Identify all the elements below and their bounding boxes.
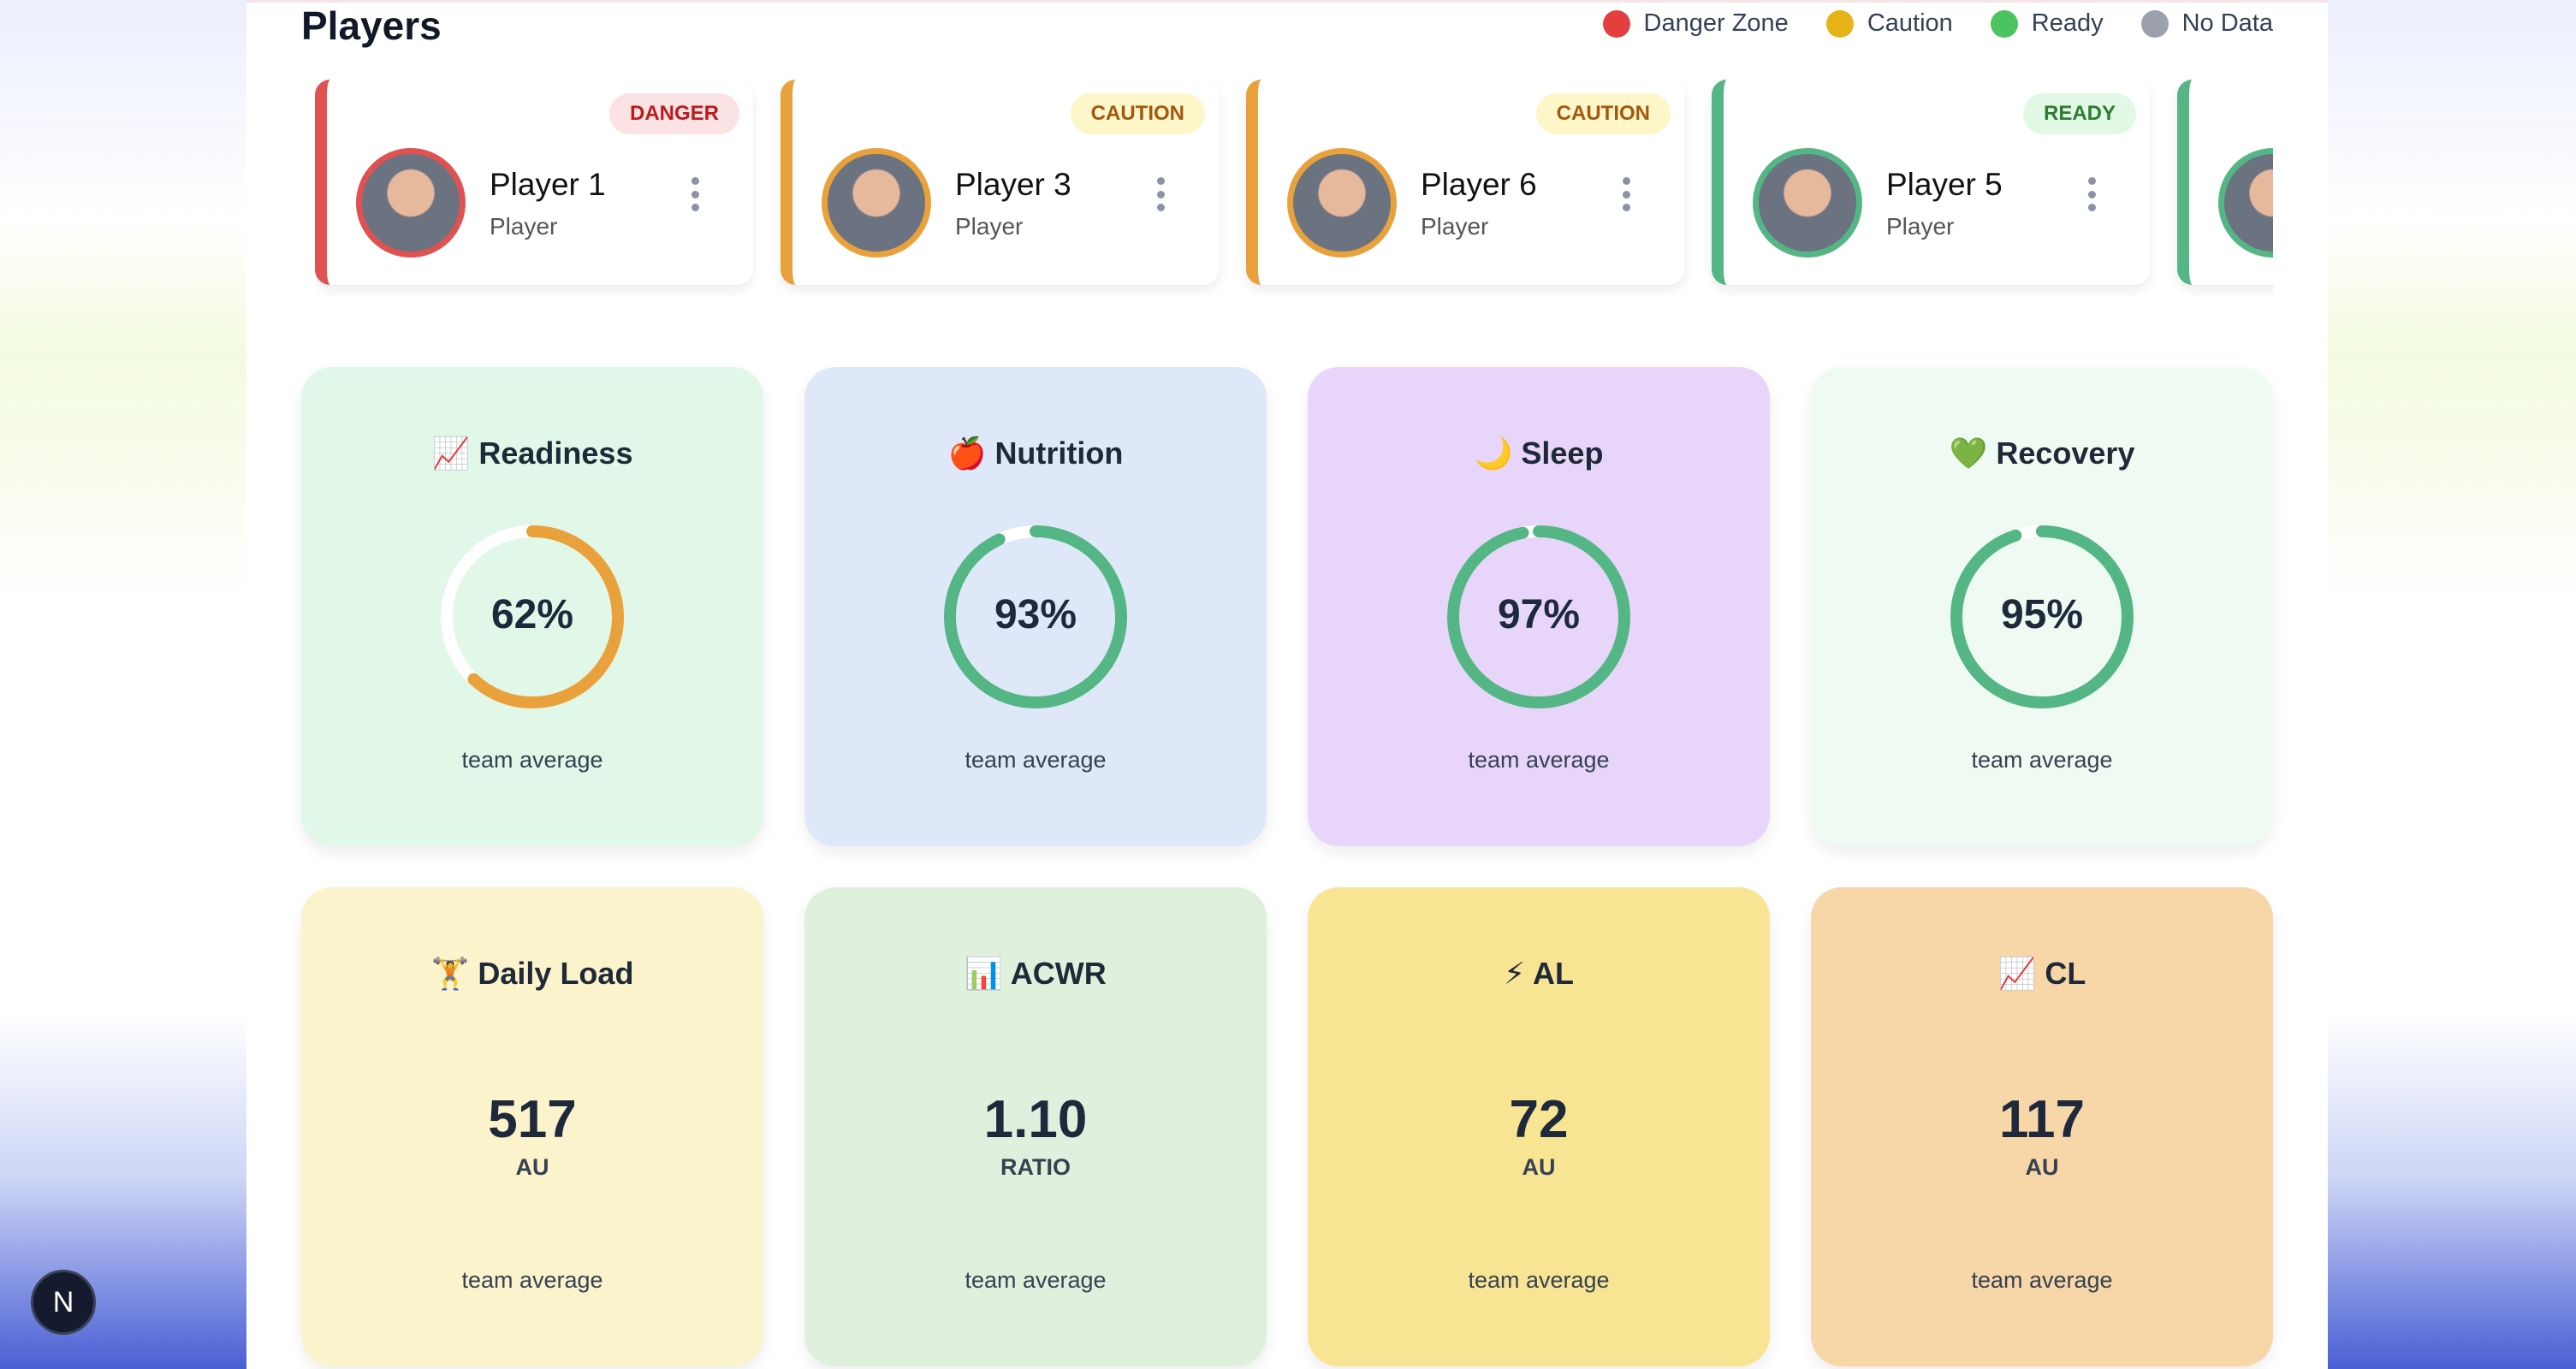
legend-item: Danger Zone	[1602, 9, 1789, 38]
legend-item: Ready	[1990, 9, 2104, 38]
status-badge: DANGER	[608, 93, 739, 134]
legend-item: Caution	[1825, 9, 1953, 38]
load-subtitle: team average	[461, 1267, 603, 1293]
load-title: AL	[1532, 956, 1574, 991]
player-name: Player 6	[1421, 167, 1537, 202]
metric-icon: 🍎	[947, 436, 987, 471]
load-unit: AU	[1522, 1154, 1556, 1180]
metric-card-sleep[interactable]: 🌙 Sleep 97% team average	[1308, 367, 1770, 846]
legend-dot-icon	[1825, 9, 1854, 38]
load-icon: ⚡	[1504, 956, 1526, 991]
player-card[interactable]: READY Player 5 Player	[1712, 80, 2150, 285]
progress-ring	[1950, 525, 2134, 708]
legend-dot-icon	[1990, 9, 2018, 38]
legend-label: No Data	[2181, 9, 2273, 37]
player-card[interactable]	[2177, 80, 2273, 285]
player-name: Player 5	[1886, 167, 2003, 202]
player-avatar	[356, 148, 466, 258]
metric-title: Nutrition	[994, 436, 1124, 471]
player-role: Player	[1421, 213, 1489, 240]
player-avatar	[1287, 148, 1397, 258]
player-role: Player	[1886, 213, 1955, 240]
metric-icon: 💚	[1949, 436, 1988, 471]
player-name: Player 3	[955, 167, 1071, 202]
ring-progress	[1447, 525, 1630, 708]
page-title: Players	[301, 3, 442, 48]
load-unit: AU	[515, 1154, 549, 1180]
player-role: Player	[490, 213, 558, 240]
load-icon: 📊	[965, 956, 1004, 991]
load-subtitle: team average	[1971, 1267, 2113, 1293]
progress-ring	[1447, 525, 1630, 708]
load-icon: 📈	[1997, 956, 2037, 991]
player-role: Player	[955, 213, 1024, 240]
load-value: 1.10	[983, 1090, 1088, 1149]
metric-title: Recovery	[1996, 436, 2135, 471]
legend-label: Ready	[2031, 9, 2104, 37]
status-badge: CAUTION	[1535, 93, 1671, 134]
metric-title: Sleep	[1521, 436, 1604, 471]
legend-dot-icon	[2140, 9, 2169, 38]
metric-subtitle: team average	[1468, 747, 1610, 773]
progress-ring	[944, 525, 1127, 708]
ring-progress	[441, 525, 624, 708]
load-card-al[interactable]: ⚡ AL 72 AU team average	[1308, 887, 1770, 1366]
player-card[interactable]: CAUTION Player 6 Player	[1246, 80, 1684, 285]
load-title: ACWR	[1010, 956, 1107, 991]
load-value: 72	[1509, 1090, 1569, 1149]
load-unit: RATIO	[1000, 1154, 1071, 1180]
status-legend: Danger Zone Caution Ready No Data	[1602, 9, 2273, 38]
players-panel: Players Danger Zone Caution Ready No Data D…	[246, 0, 2328, 1369]
metric-title: Readiness	[478, 436, 633, 471]
load-unit: AU	[2025, 1154, 2059, 1180]
metric-value: 97%	[1497, 592, 1581, 637]
more-options-icon[interactable]	[1152, 177, 1169, 211]
player-avatar	[1753, 148, 1862, 258]
metric-value: 62%	[490, 592, 574, 637]
legend-item: No Data	[2140, 9, 2273, 38]
load-icon: 🏋️	[430, 956, 470, 991]
metric-card-readiness[interactable]: 📈 Readiness 62% team average	[301, 367, 763, 846]
load-title: CL	[2045, 956, 2086, 991]
metric-icon: 📈	[431, 436, 471, 471]
ring-progress	[944, 525, 1127, 708]
player-carousel[interactable]: DANGER Player 1 Player CAUTION Player 3 …	[315, 78, 2273, 300]
load-card-cl[interactable]: 📈 CL 117 AU team average	[1811, 887, 2273, 1366]
load-subtitle: team average	[1468, 1267, 1610, 1293]
load-subtitle: team average	[965, 1267, 1107, 1293]
load-card-daily-load[interactable]: 🏋️ Daily Load 517 AU team average	[301, 887, 763, 1366]
load-title: Daily Load	[478, 956, 634, 991]
metric-card-nutrition[interactable]: 🍎 Nutrition 93% team average	[804, 367, 1267, 846]
status-badge: READY	[2022, 93, 2136, 134]
metric-subtitle: team average	[461, 747, 603, 773]
progress-ring	[441, 525, 624, 708]
player-avatar	[822, 148, 931, 258]
metric-value: 93%	[994, 592, 1077, 637]
status-badge: CAUTION	[1070, 93, 1205, 134]
player-card[interactable]: DANGER Player 1 Player	[315, 80, 753, 285]
ring-progress	[1950, 525, 2134, 708]
metric-subtitle: team average	[1971, 747, 2113, 773]
metric-value: 95%	[2000, 592, 2084, 637]
more-options-icon[interactable]	[686, 177, 703, 211]
legend-label: Danger Zone	[1643, 9, 1789, 37]
player-avatar	[2218, 148, 2273, 258]
player-name: Player 1	[490, 167, 606, 202]
metric-subtitle: team average	[965, 747, 1107, 773]
legend-dot-icon	[1602, 9, 1630, 38]
more-options-icon[interactable]	[2083, 177, 2100, 211]
load-value: 517	[488, 1090, 577, 1149]
load-card-acwr[interactable]: 📊 ACWR 1.10 RATIO team average	[804, 887, 1267, 1366]
metric-card-recovery[interactable]: 💚 Recovery 95% team average	[1811, 367, 2273, 846]
nextjs-dev-button[interactable]: N	[31, 1270, 96, 1335]
more-options-icon[interactable]	[1617, 177, 1635, 211]
player-card[interactable]: CAUTION Player 3 Player	[781, 80, 1219, 285]
load-value: 117	[1998, 1090, 2086, 1149]
metric-icon: 🌙	[1474, 436, 1513, 471]
legend-label: Caution	[1867, 9, 1953, 37]
